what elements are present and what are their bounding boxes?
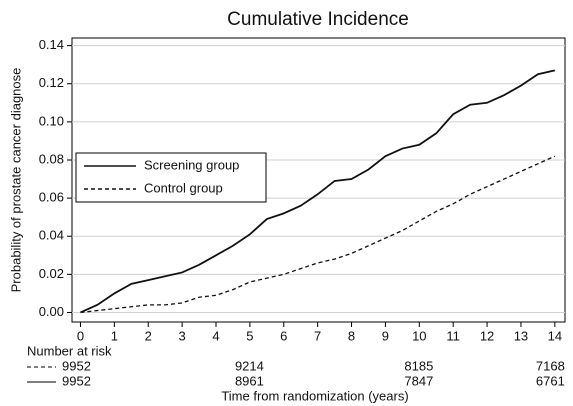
x-tick-label: 1 <box>111 328 118 343</box>
risk-value: 9214 <box>235 358 264 373</box>
x-tick-label: 7 <box>314 328 321 343</box>
x-tick-label: 14 <box>548 328 562 343</box>
x-tick-label: 9 <box>382 328 389 343</box>
x-tick-label: 13 <box>514 328 528 343</box>
plot-frame <box>71 37 566 323</box>
y-tick-label: 0.14 <box>39 37 64 52</box>
x-tick-label: 11 <box>446 328 460 343</box>
risk-value: 7847 <box>404 373 433 388</box>
risk-value: 8185 <box>404 358 433 373</box>
x-tick-label: 4 <box>212 328 219 343</box>
x-tick-label: 5 <box>246 328 253 343</box>
legend-label: Screening group <box>144 157 239 172</box>
y-tick-label: 0.06 <box>39 190 64 205</box>
x-tick-label: 3 <box>179 328 186 343</box>
legend-box <box>75 152 267 203</box>
y-tick-label: 0.02 <box>39 266 64 281</box>
y-tick-label: 0.12 <box>39 75 64 90</box>
chart-title: Cumulative Incidence <box>227 9 409 30</box>
risk-table-title: Number at risk <box>27 343 112 358</box>
legend-label: Control group <box>144 180 223 195</box>
risk-value: 9952 <box>62 358 91 373</box>
risk-value: 8961 <box>235 373 264 388</box>
x-tick-label: 6 <box>280 328 287 343</box>
y-tick-label: 0.10 <box>39 113 64 128</box>
y-axis-label: Probability of prostate cancer diagnose <box>8 68 23 293</box>
y-tick-label: 0.00 <box>39 304 64 319</box>
x-tick-label: 8 <box>348 328 355 343</box>
risk-value: 9952 <box>62 373 91 388</box>
x-tick-label: 10 <box>412 328 426 343</box>
series-line <box>80 155 556 314</box>
x-tick-label: 12 <box>480 328 494 343</box>
x-axis-label: Time from randomization (years) <box>221 388 408 403</box>
risk-value: 6761 <box>536 373 565 388</box>
x-tick-label: 2 <box>145 328 152 343</box>
y-tick-label: 0.08 <box>39 151 64 166</box>
x-tick-label: 0 <box>77 328 84 343</box>
risk-value: 7168 <box>536 358 565 373</box>
y-tick-label: 0.04 <box>39 228 64 243</box>
series-line <box>80 69 556 314</box>
